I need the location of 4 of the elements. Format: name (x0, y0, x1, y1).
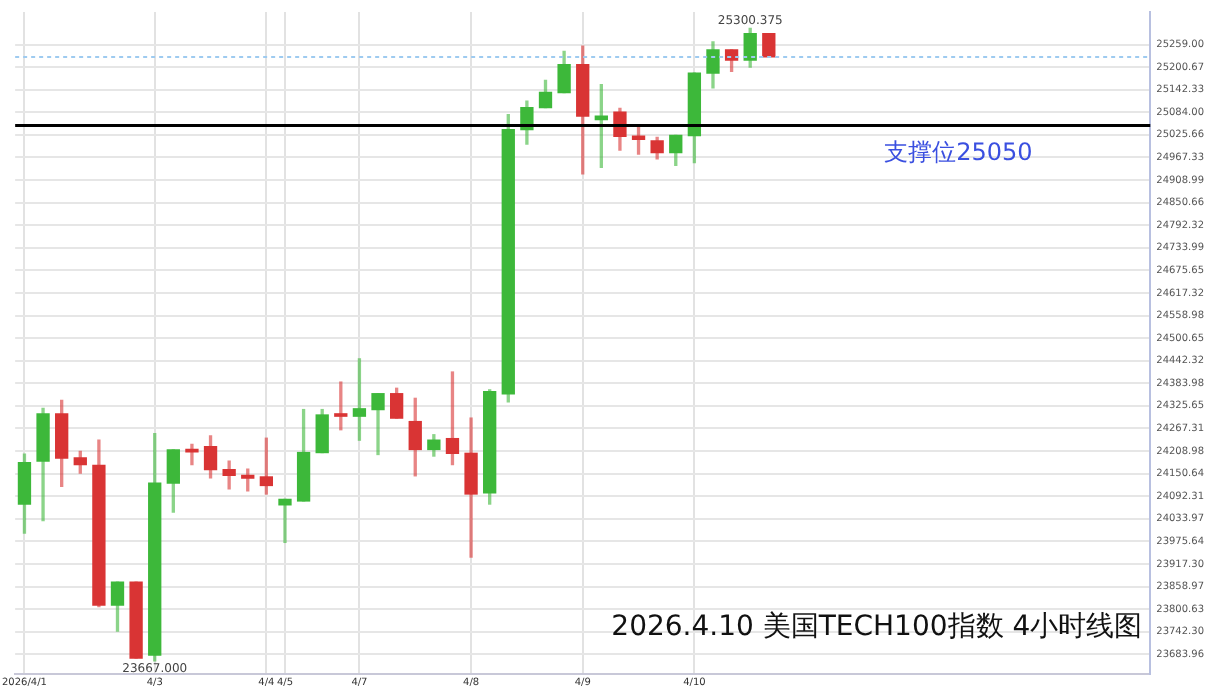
annotation: 2026.4.10 美国TECH100指数 4小时线图 (611, 611, 1143, 644)
ref-line-label: 支撑位25050 (884, 137, 1033, 166)
candlestick (278, 498, 292, 544)
candlestick (222, 460, 236, 490)
